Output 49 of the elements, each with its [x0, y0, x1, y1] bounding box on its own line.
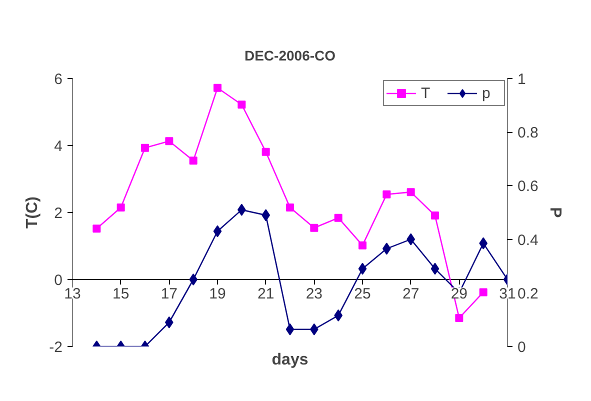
y2-tick-label: 0.6 — [518, 178, 538, 196]
y2-tick-label: 0.4 — [518, 232, 538, 249]
y-tick-label: 4 — [54, 138, 62, 155]
y-tick-label: 2 — [54, 205, 62, 222]
point — [455, 314, 464, 322]
point — [479, 288, 488, 296]
x-tick-label: 21 — [257, 286, 274, 302]
x-tick-label: 19 — [209, 286, 226, 302]
point — [165, 137, 174, 146]
point — [189, 156, 198, 165]
point — [238, 100, 246, 109]
y-tick-label: -2 — [49, 339, 63, 356]
point — [141, 144, 149, 152]
x-tick-label: 13 — [64, 286, 81, 302]
x-tick-label: 31 — [499, 286, 516, 302]
x-tick-label: 29 — [450, 286, 468, 302]
point — [358, 241, 366, 250]
y2-axis-title: P — [546, 207, 564, 218]
y2-tick-label: 0 — [518, 339, 526, 356]
y-axis-title: T(C) — [24, 196, 42, 228]
point — [213, 225, 222, 238]
point — [116, 203, 125, 212]
x-tick-label: 27 — [402, 286, 420, 302]
point — [431, 212, 439, 220]
y2-tick-label: 1 — [518, 71, 526, 88]
y-tick-label: 6 — [54, 71, 62, 88]
point — [214, 84, 222, 92]
point — [310, 224, 318, 232]
point — [189, 274, 198, 286]
legend-label: T — [421, 84, 432, 102]
x-tick-label: 15 — [112, 286, 130, 302]
point — [382, 190, 391, 198]
chart-title: DEC-2006-CO — [244, 48, 336, 64]
point — [92, 224, 101, 233]
x-tick-label: 25 — [354, 286, 371, 302]
y2-tick-label: 0.2 — [518, 285, 538, 302]
point — [286, 323, 294, 336]
point — [430, 262, 440, 275]
x-axis-title: days — [272, 352, 308, 368]
y-tick-label: 0 — [54, 272, 62, 289]
point — [262, 148, 270, 156]
y2-tick-label: 0.8 — [518, 124, 538, 142]
point — [358, 262, 367, 275]
point — [334, 214, 342, 222]
point — [286, 203, 294, 212]
x-tick-label: 23 — [306, 286, 323, 302]
x-tick-label: 17 — [160, 286, 178, 302]
point — [406, 188, 415, 196]
legend-label: p — [482, 84, 492, 102]
